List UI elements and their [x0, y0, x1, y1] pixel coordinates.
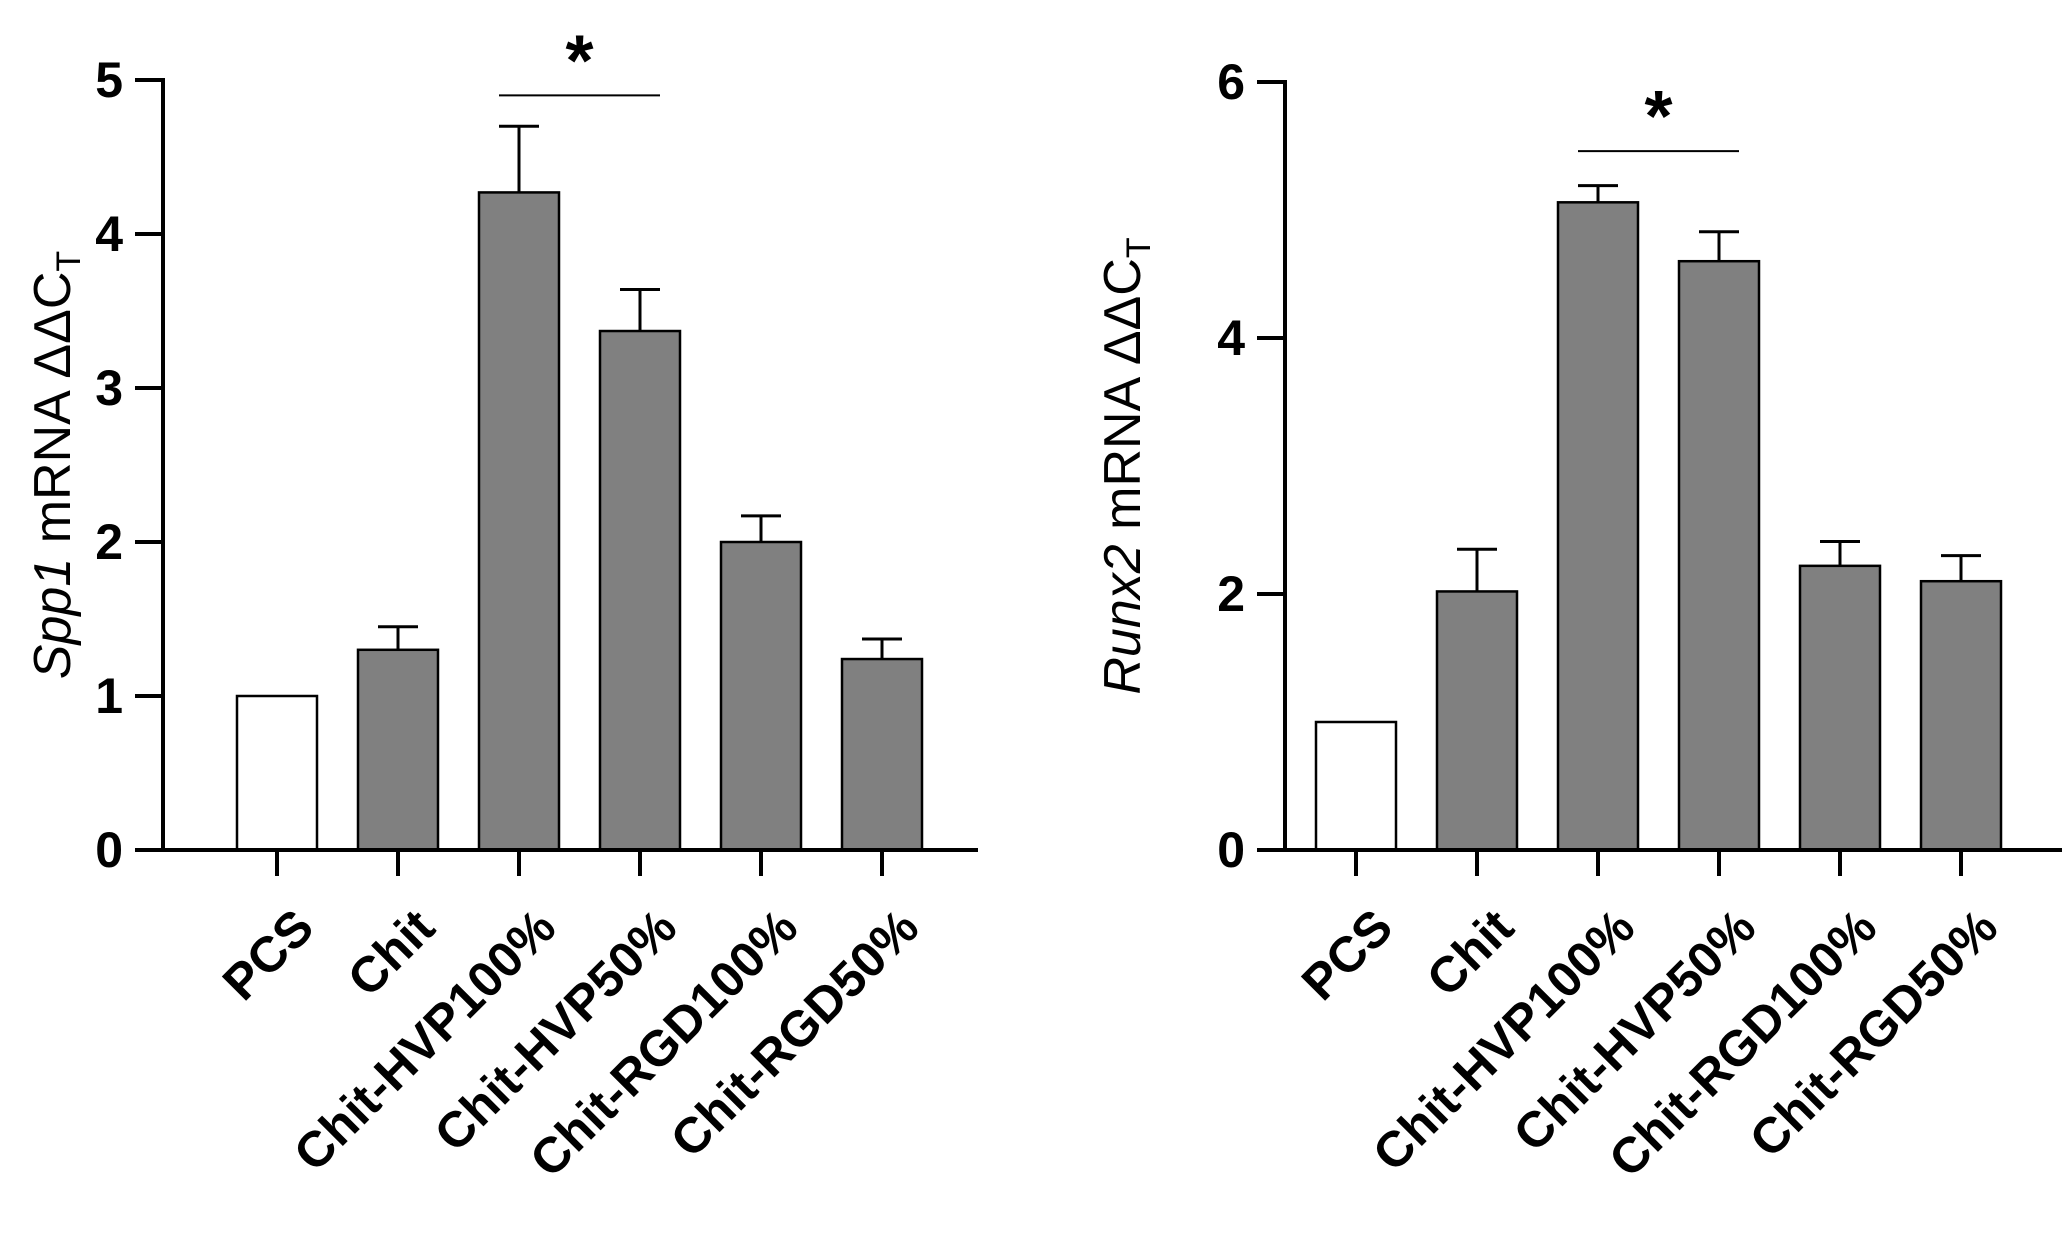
- category-label: PCS: [212, 899, 324, 1011]
- bar-chit-hvp50-: [1677, 259, 1761, 852]
- y-tick-label: 4: [95, 206, 123, 262]
- bar-chit-rgd50-: [1919, 579, 2003, 852]
- category-label: Chit: [1416, 898, 1525, 1007]
- y-tick-label: 0: [95, 822, 123, 878]
- significance-star: *: [1644, 77, 1672, 157]
- error-bar: [499, 124, 539, 193]
- bar-chit-rgd50-: [840, 657, 924, 852]
- category-label: Chit: [337, 898, 446, 1007]
- error-bar: [1941, 554, 1981, 582]
- bar-chit: [356, 648, 440, 852]
- bar-chit-hvp50-: [598, 329, 682, 852]
- error-bar: [741, 514, 781, 542]
- error-bar: [1699, 230, 1739, 262]
- y-tick-label: 2: [95, 514, 123, 570]
- error-bar: [378, 625, 418, 650]
- y-axis-title: Runx2 mRNA ΔΔCT: [1094, 237, 1158, 694]
- y-tick-label: 0: [1217, 822, 1245, 878]
- bar-chit-rgd100-: [1798, 564, 1882, 852]
- y-tick-label: 2: [1217, 566, 1245, 622]
- bar-pcs: [235, 694, 319, 852]
- category-label: PCS: [1291, 899, 1403, 1011]
- error-bar: [1578, 184, 1618, 203]
- error-bar: [620, 287, 660, 332]
- bar-chit-rgd100-: [719, 540, 803, 852]
- error-bar: [1457, 547, 1497, 592]
- spp1-bar-chart: PCS ChitChit-HVP100%Chit-HVP50%Chit-RGD10…: [24, 21, 978, 1188]
- bar-chit-hvp100-: [477, 191, 561, 852]
- bar-chit-hvp100-: [1556, 201, 1640, 852]
- y-tick-label: 3: [95, 360, 123, 416]
- bar-chit: [1435, 590, 1519, 852]
- error-bar: [862, 637, 902, 660]
- y-tick-label: 1: [95, 668, 123, 724]
- y-tick-label: 5: [95, 52, 123, 108]
- runx2-bar-chart: PCS ChitChit-HVP100%Chit-HVP50%Chit-RGD10…: [1094, 54, 2062, 1188]
- error-bar: [1820, 540, 1860, 566]
- y-tick-label: 4: [1217, 310, 1245, 366]
- significance-star: *: [565, 21, 593, 101]
- y-tick-label: 6: [1217, 54, 1245, 110]
- y-axis-title: Spp1 mRNA ΔΔCT: [24, 251, 88, 679]
- bar-pcs: [1314, 720, 1398, 852]
